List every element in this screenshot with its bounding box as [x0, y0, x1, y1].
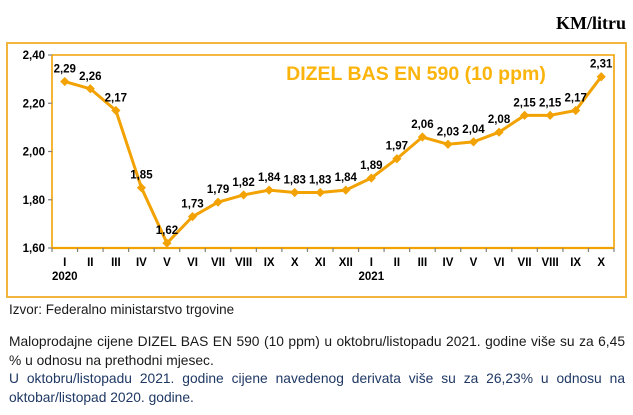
data-point-label: 1,82 — [232, 177, 254, 189]
data-point-marker — [366, 173, 376, 183]
data-point-marker — [85, 84, 95, 94]
x-category-label: IX — [264, 257, 275, 269]
data-point-marker — [417, 132, 428, 142]
data-point-marker — [238, 190, 249, 200]
data-point-marker — [213, 197, 223, 207]
data-point-label: 2,04 — [462, 124, 485, 136]
data-point-marker — [341, 185, 351, 195]
data-point-label: 2,15 — [513, 97, 536, 109]
x-category-label: VI — [494, 257, 505, 269]
source-line: Izvor: Federalno ministarstvo trgovine — [9, 302, 235, 317]
x-category-label: IV — [136, 257, 147, 269]
x-category-label: I — [370, 257, 373, 269]
y-tick-label: 1,60 — [23, 243, 45, 255]
x-category-label: III — [418, 257, 428, 269]
data-point-marker — [571, 105, 581, 116]
x-category-label: VII — [211, 257, 225, 269]
data-point-marker — [392, 154, 402, 164]
data-point-marker — [60, 76, 70, 87]
data-point-marker — [545, 110, 555, 120]
commentary-paragraph-2: U oktobru/listopadu 2021. godine cijene … — [9, 371, 625, 405]
chart-title: DIZEL BAS EN 590 (10 ppm) — [286, 63, 546, 85]
x-category-label: VII — [518, 257, 532, 269]
data-point-label: 1,84 — [258, 172, 281, 184]
x-category-label: VIII — [542, 257, 559, 269]
price-chart: 2,40 2,20 2,00 1,80 1,60 I II III IV V VI VII VIII IX… — [6, 42, 627, 298]
y-tick-label: 2,20 — [23, 98, 45, 110]
data-point-label: 2,15 — [539, 97, 562, 109]
data-point-label: 2,03 — [437, 126, 459, 138]
data-point-label: 1,73 — [181, 199, 203, 211]
data-point-label: 2,29 — [54, 64, 76, 76]
data-point-marker — [519, 110, 530, 120]
data-point-label: 1,97 — [386, 141, 408, 153]
data-point-marker — [111, 105, 121, 116]
data-point-label: 2,06 — [411, 119, 433, 131]
data-point-label: 2,26 — [79, 71, 101, 83]
series-line — [63, 75, 603, 245]
data-point-marker — [162, 238, 172, 248]
data-point-label: 1,83 — [283, 175, 305, 187]
x-category-label: IV — [443, 257, 454, 269]
x-year-label: 2021 — [359, 271, 385, 283]
data-point-marker — [468, 137, 479, 147]
x-year-label: 2020 — [52, 271, 78, 283]
data-point-label: 1,62 — [156, 225, 178, 237]
unit-label: KM/litru — [556, 13, 626, 33]
x-category-label: IX — [570, 257, 581, 269]
y-tick-label: 2,40 — [23, 50, 45, 62]
x-category-label: V — [470, 257, 478, 269]
data-point-label: 2,17 — [105, 92, 127, 104]
chart-canvas: 2,402,202,001,801,60I II III IV V VI VII VIII IX… — [23, 50, 615, 283]
x-category-label: III — [111, 257, 121, 269]
x-category-label: XII — [339, 257, 353, 269]
x-category-label: II — [394, 257, 400, 269]
x-category-label: I — [63, 257, 66, 269]
data-point-label: 1,85 — [130, 170, 153, 182]
data-point-marker — [264, 185, 274, 195]
commentary-paragraph-1: Maloprodajne cijene DIZEL BAS EN 590 (10… — [9, 334, 625, 368]
data-point-marker — [443, 139, 453, 149]
data-point-label: 2,08 — [488, 114, 511, 126]
x-category-label: X — [597, 257, 605, 269]
x-category-label: VIII — [235, 257, 252, 269]
data-point-label: 1,79 — [207, 184, 229, 196]
commentary: Maloprodajne cijene DIZEL BAS EN 590 (10… — [9, 333, 625, 407]
data-point-label: 1,89 — [360, 160, 382, 172]
x-category-label: X — [291, 257, 299, 269]
x-category-label: XI — [315, 257, 326, 269]
data-point-marker — [596, 72, 606, 82]
x-category-label: II — [87, 257, 93, 269]
y-tick-label: 2,00 — [23, 147, 45, 159]
data-point-label: 1,84 — [335, 172, 358, 184]
plot-border — [52, 54, 615, 248]
data-point-label: 2,31 — [590, 59, 613, 71]
data-point-marker — [290, 187, 300, 198]
data-point-marker — [315, 187, 325, 198]
y-tick-label: 1,80 — [23, 195, 45, 207]
data-point-marker — [187, 212, 198, 222]
data-point-label: 1,83 — [309, 175, 331, 187]
data-point-marker — [136, 183, 147, 193]
x-category-label: V — [163, 257, 171, 269]
x-category-label: VI — [187, 257, 198, 269]
data-point-label: 2,17 — [564, 92, 586, 104]
